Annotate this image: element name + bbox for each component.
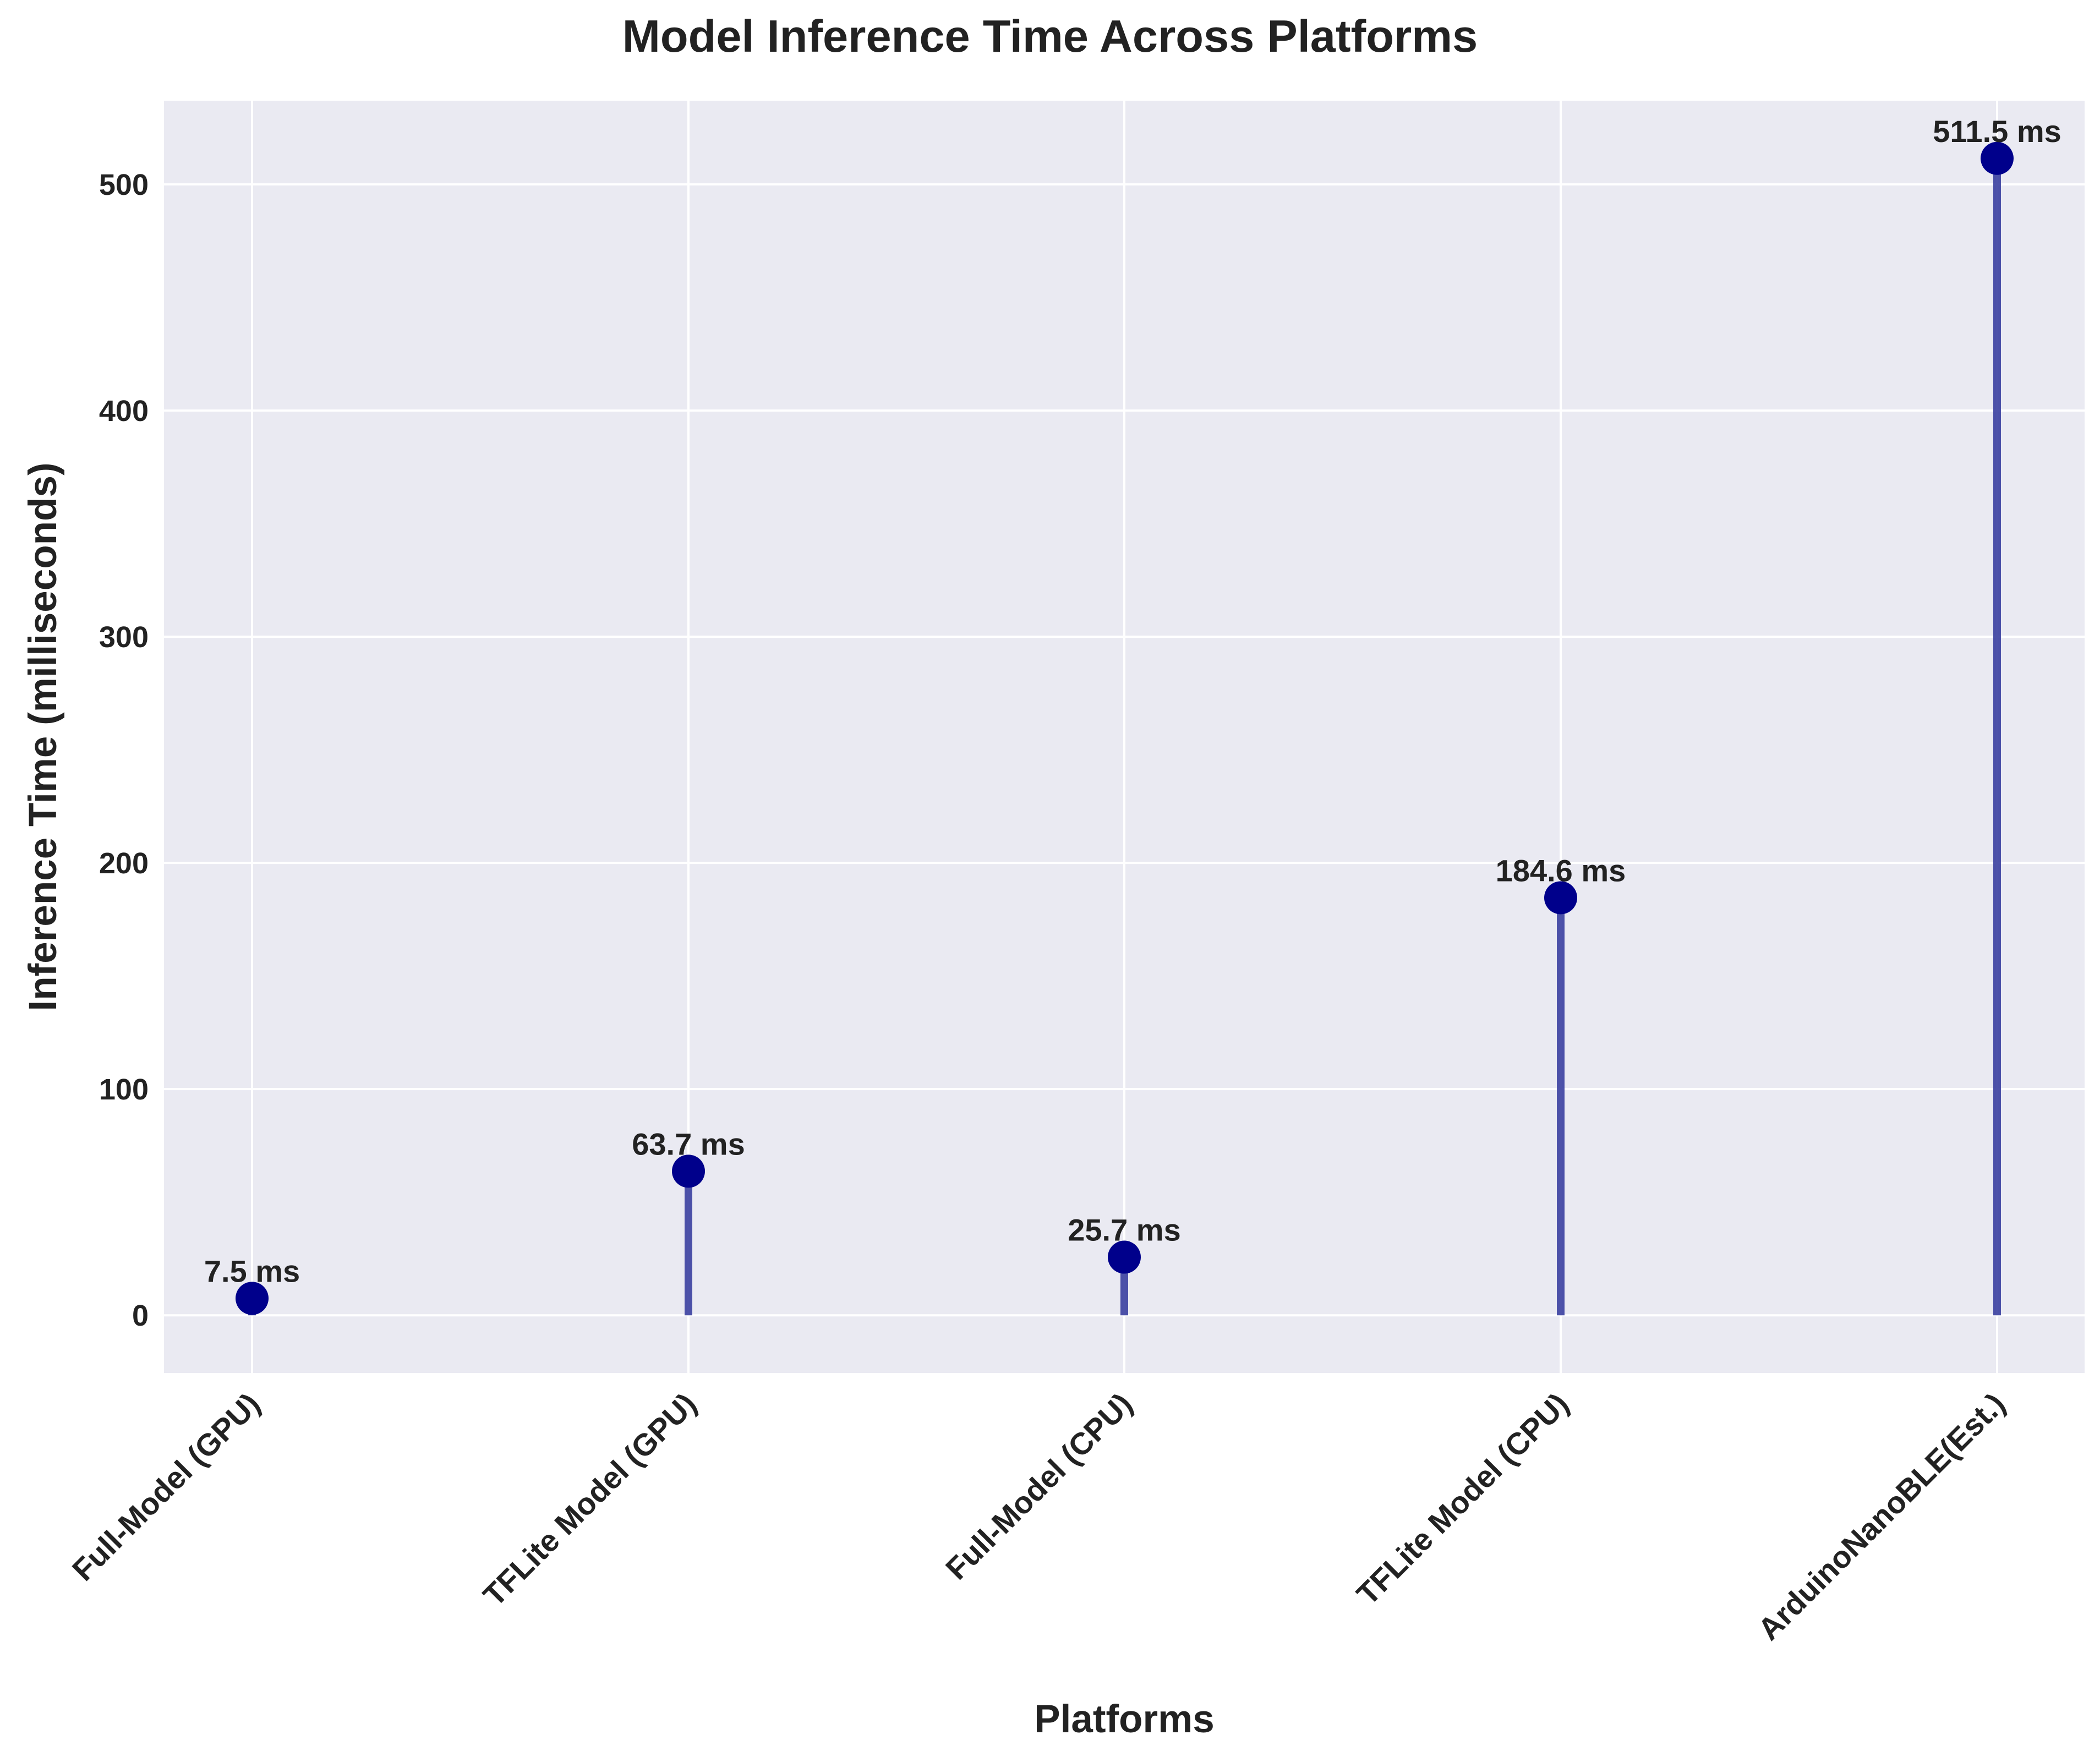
x-axis-label: Platforms [1034,1698,1214,1741]
data-point [672,1154,705,1188]
y-tick-labels: 0 100 200 300 400 500 [99,168,149,1332]
data-point [1981,141,2014,175]
y-axis-label: Inference Time (milliseconds) [21,463,65,1011]
markers [236,141,2014,1315]
x-tick-labels: Full-Model (GPU) TFLite Model (GPU) Full-M… [65,1386,2012,1646]
data-point [1544,881,1577,915]
value-labels: 7.5 ms 63.7 ms 25.7 ms 184.6 ms 511.5 ms [204,114,2061,1289]
value-label: 25.7 ms [1068,1213,1181,1247]
x-tick-label: ArduinoNanoBLE(Est.) [1751,1386,2011,1646]
x-tick-label: TFLite Model (CPU) [1350,1386,1576,1612]
y-tick-label: 500 [99,168,149,201]
value-label: 63.7 ms [632,1126,745,1161]
value-label: 184.6 ms [1496,853,1626,888]
x-tick-label: Full-Model (GPU) [65,1386,267,1588]
y-tick-label: 0 [132,1299,149,1332]
value-label: 7.5 ms [204,1254,300,1288]
y-tick-label: 300 [99,621,149,654]
data-point [236,1282,269,1315]
x-tick-label: TFLite Model (GPU) [477,1386,703,1613]
y-tick-label: 200 [99,847,149,880]
data-point [1108,1240,1141,1274]
value-label: 511.5 ms [1933,114,2061,149]
chart-title: Model Inference Time Across Platforms [622,10,1478,62]
y-tick-label: 400 [99,395,149,428]
x-tick-label: Full-Model (CPU) [939,1386,1139,1586]
y-tick-label: 100 [99,1073,149,1106]
